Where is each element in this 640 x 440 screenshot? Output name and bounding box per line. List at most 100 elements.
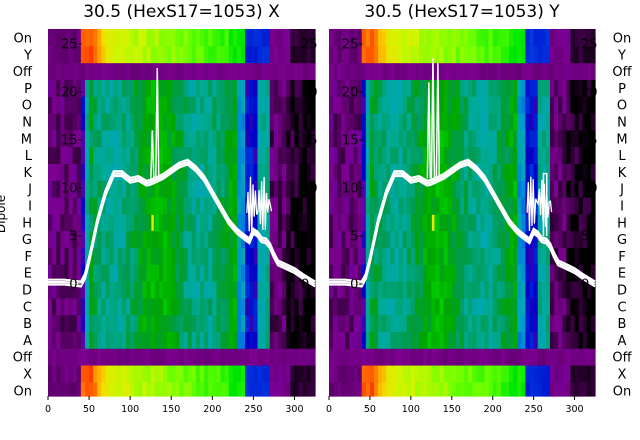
heat-cell xyxy=(582,147,588,165)
heat-cell xyxy=(101,46,107,64)
heat-cell xyxy=(204,264,209,283)
heat-cell xyxy=(394,63,400,81)
heat-cell xyxy=(298,46,304,64)
heat-cell xyxy=(549,180,555,199)
heat-cell xyxy=(298,130,304,148)
heat-cell xyxy=(459,348,465,367)
heat-cell xyxy=(423,231,428,249)
heat-cell xyxy=(142,180,148,199)
heat-cell xyxy=(187,264,193,283)
heat-cell xyxy=(76,147,82,165)
heat-cell xyxy=(286,348,291,367)
heat-cell xyxy=(357,180,363,199)
heat-cell xyxy=(455,147,461,165)
heat-cell xyxy=(590,147,596,165)
heat-cell xyxy=(126,80,131,98)
heat-cell xyxy=(443,46,449,64)
heat-cell xyxy=(126,348,131,367)
heat-cell xyxy=(525,63,531,81)
heat-cell xyxy=(249,164,254,182)
heat-cell xyxy=(333,298,338,316)
heat-cell xyxy=(337,164,342,182)
heat-cell xyxy=(480,365,486,383)
heat-cell xyxy=(302,80,308,98)
heat-cell xyxy=(549,298,555,316)
heat-cell xyxy=(126,332,131,350)
heat-cell xyxy=(578,80,584,98)
heat-cell xyxy=(245,214,250,232)
heat-cell xyxy=(167,365,172,383)
heat-cell xyxy=(529,80,535,98)
heat-cell xyxy=(109,231,115,249)
heat-cell xyxy=(361,80,367,98)
heat-cell xyxy=(249,46,254,64)
heat-cell xyxy=(216,332,222,350)
heat-cell xyxy=(134,365,139,383)
heat-cell xyxy=(146,365,152,383)
heat-cell xyxy=(241,382,246,397)
heat-cell xyxy=(249,315,254,333)
heat-cell xyxy=(386,46,391,64)
heat-cell xyxy=(398,180,404,199)
heat-cell xyxy=(265,113,271,131)
heat-cell xyxy=(269,113,275,131)
heat-cell xyxy=(521,365,527,383)
heat-cell xyxy=(191,365,197,383)
heat-cell xyxy=(216,80,222,98)
heat-cell xyxy=(578,29,584,47)
heat-cell xyxy=(298,113,304,131)
heat-cell xyxy=(365,248,371,266)
heat-cell xyxy=(150,80,156,98)
heat-cell xyxy=(306,197,312,215)
heat-cell xyxy=(374,147,379,165)
heat-cell xyxy=(72,332,78,350)
heat-cell xyxy=(191,197,197,215)
heat-cell xyxy=(427,382,432,397)
heat-cell xyxy=(212,130,218,148)
heat-cell xyxy=(117,348,123,367)
heat-cell xyxy=(517,298,522,316)
heat-cell xyxy=(146,96,152,115)
heat-cell xyxy=(574,96,580,115)
heat-cell xyxy=(84,315,90,333)
heat-cell xyxy=(500,113,506,131)
heat-cell xyxy=(273,315,279,333)
heat-cell xyxy=(146,46,152,64)
heat-cell xyxy=(310,231,316,249)
x-tick-label: 50 xyxy=(83,404,95,415)
heat-cell xyxy=(121,332,127,350)
heat-cell xyxy=(216,147,222,165)
heat-cell xyxy=(439,214,445,232)
heat-cell xyxy=(105,96,111,115)
heat-cell xyxy=(101,80,107,98)
heat-cell xyxy=(447,382,453,397)
heat-cell xyxy=(459,147,465,165)
heat-cell xyxy=(269,63,275,81)
heat-cell xyxy=(402,264,408,283)
heat-cell xyxy=(468,332,473,350)
heat-cell xyxy=(341,63,346,81)
heat-cell xyxy=(163,248,168,266)
heat-cell xyxy=(56,113,61,131)
heat-cell xyxy=(302,147,308,165)
heat-cell xyxy=(329,63,334,81)
heat-cell xyxy=(72,214,78,232)
heat-cell xyxy=(533,113,539,131)
heat-cell xyxy=(286,80,291,98)
heat-cell xyxy=(60,80,66,98)
heat-cell xyxy=(56,164,61,182)
heat-cell xyxy=(590,164,596,182)
heat-cell xyxy=(455,348,461,367)
heat-cell xyxy=(504,96,510,115)
heat-cell xyxy=(294,248,300,266)
heat-cell xyxy=(435,214,441,232)
heat-cell xyxy=(574,80,580,98)
heat-cell xyxy=(228,332,234,350)
heat-cell xyxy=(158,281,164,299)
heat-cell xyxy=(472,197,477,215)
heat-cell xyxy=(504,231,510,249)
x-tick-label: 150 xyxy=(443,404,461,415)
heat-cell xyxy=(549,281,555,299)
heat-cell xyxy=(590,298,596,316)
heat-cell xyxy=(245,63,250,81)
